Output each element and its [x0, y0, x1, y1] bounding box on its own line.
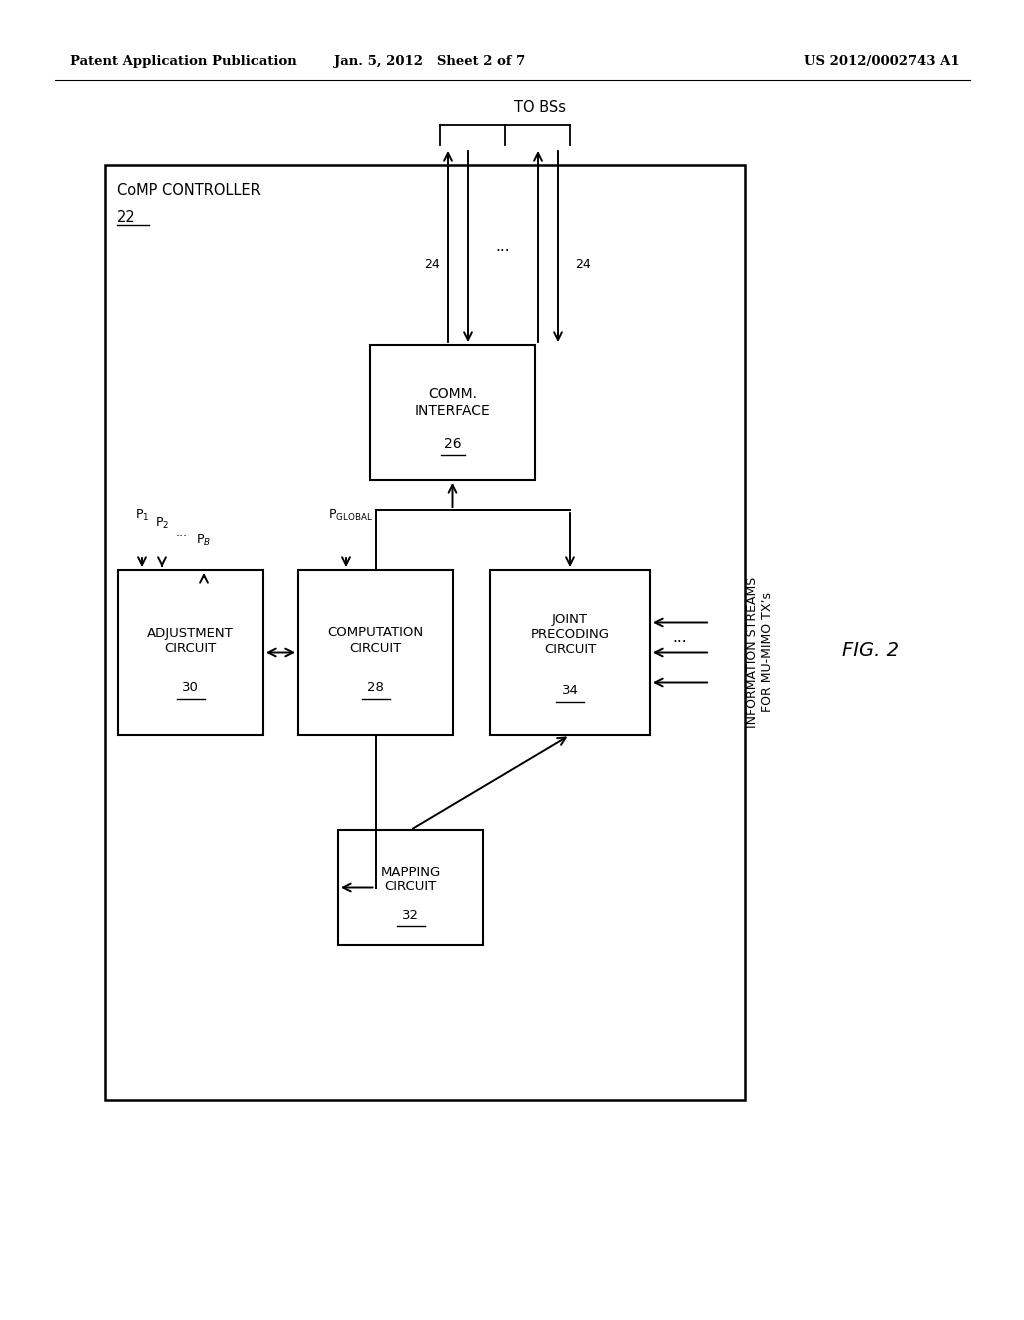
Text: P$_2$: P$_2$ [155, 515, 169, 531]
Bar [490, 570, 650, 735]
Text: COMPUTATION
CIRCUIT: COMPUTATION CIRCUIT [328, 627, 424, 655]
Text: ...: ... [673, 630, 687, 645]
Bar [338, 830, 483, 945]
Text: 32: 32 [402, 909, 419, 921]
Text: ...: ... [176, 527, 188, 540]
Bar [298, 570, 453, 735]
Text: COMM.
INTERFACE: COMM. INTERFACE [415, 387, 490, 417]
Bar [118, 570, 263, 735]
Text: P$_{\mathregular{GLOBAL}}$: P$_{\mathregular{GLOBAL}}$ [328, 507, 373, 523]
Text: ...: ... [496, 239, 510, 253]
Text: 24: 24 [575, 259, 591, 272]
Text: P$_B$: P$_B$ [197, 532, 212, 548]
Bar [105, 165, 745, 1100]
Text: JOINT
PRECODING
CIRCUIT: JOINT PRECODING CIRCUIT [530, 612, 609, 656]
Text: US 2012/0002743 A1: US 2012/0002743 A1 [805, 55, 961, 69]
Text: Jan. 5, 2012   Sheet 2 of 7: Jan. 5, 2012 Sheet 2 of 7 [335, 55, 525, 69]
Bar [370, 345, 535, 480]
Text: 22: 22 [117, 210, 136, 224]
Text: 34: 34 [561, 684, 579, 697]
Text: TO BSs: TO BSs [514, 100, 566, 116]
Text: 24: 24 [424, 259, 440, 272]
Text: CoMP CONTROLLER: CoMP CONTROLLER [117, 183, 261, 198]
Text: Patent Application Publication: Patent Application Publication [70, 55, 297, 69]
Text: INFORMATION STREAMS
FOR MU-MIMO TX’s: INFORMATION STREAMS FOR MU-MIMO TX’s [746, 577, 774, 729]
Text: P$_1$: P$_1$ [135, 507, 150, 523]
Text: FIG. 2: FIG. 2 [842, 640, 898, 660]
Text: 26: 26 [443, 437, 462, 451]
Text: 28: 28 [367, 681, 384, 694]
Text: MAPPING
CIRCUIT: MAPPING CIRCUIT [380, 866, 440, 894]
Text: ADJUSTMENT
CIRCUIT: ADJUSTMENT CIRCUIT [147, 627, 233, 655]
Text: 30: 30 [182, 681, 199, 694]
